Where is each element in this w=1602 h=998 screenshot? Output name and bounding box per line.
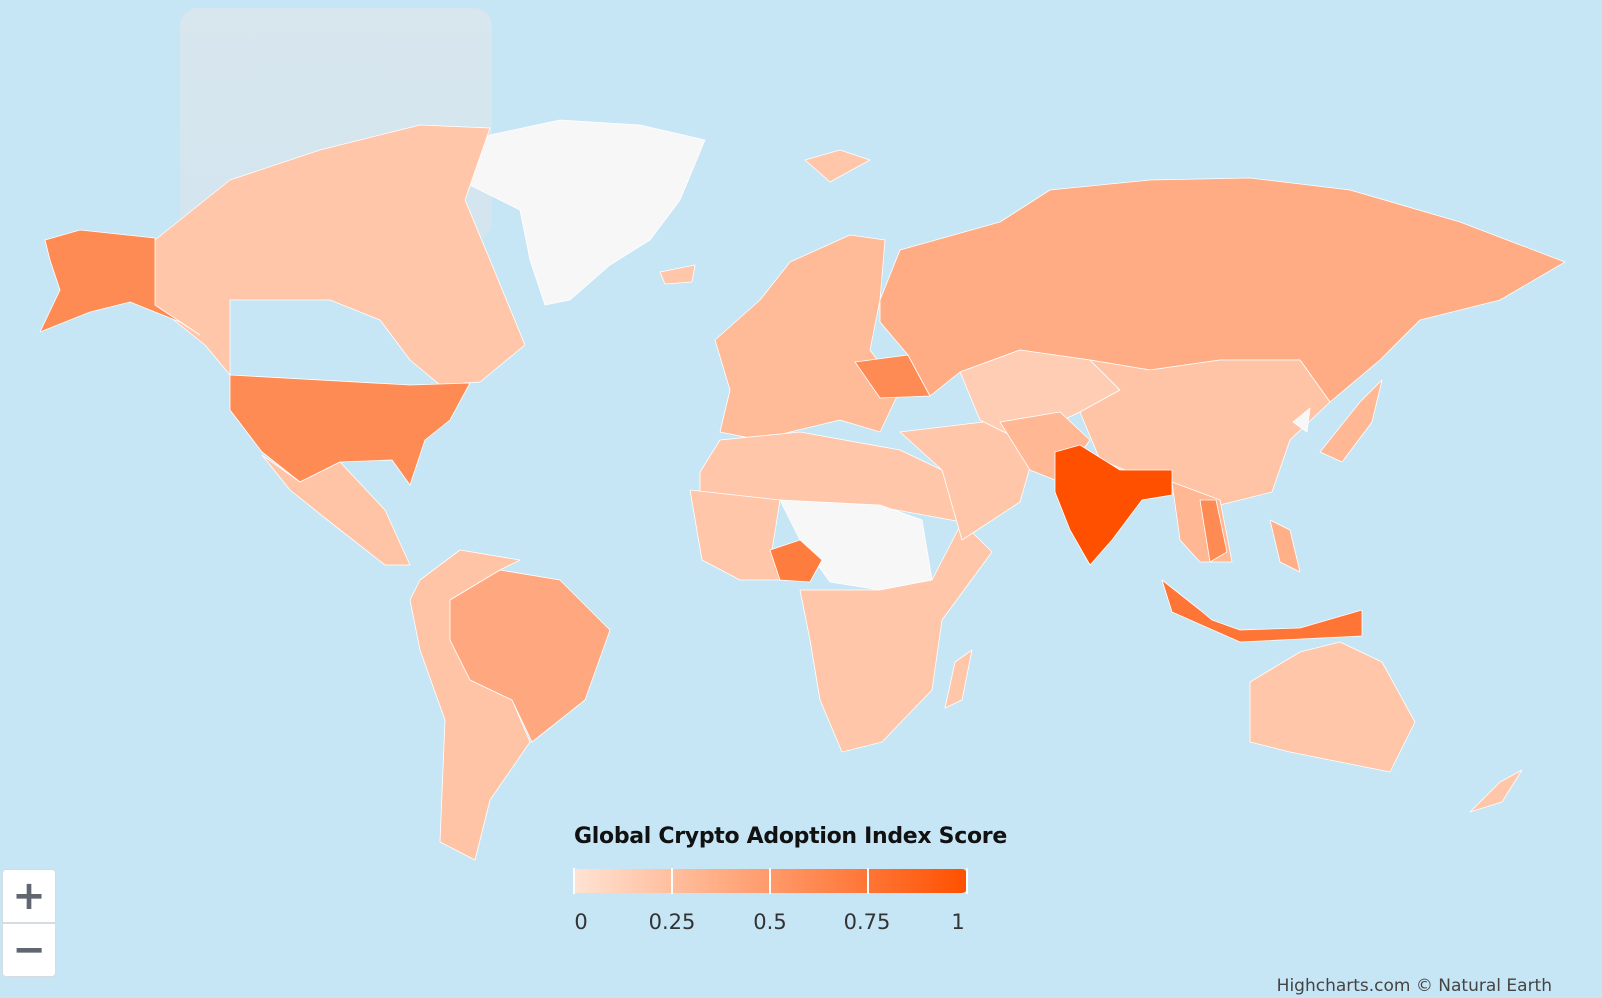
legend-tick — [867, 868, 869, 894]
region-sub-saharan-africa[interactable] — [799, 521, 993, 753]
legend-tick — [573, 868, 575, 894]
credits-link[interactable]: Highcharts.com © Natural Earth — [1276, 976, 1552, 996]
legend-label-0.75: 0.75 — [843, 910, 891, 934]
legend-tick — [671, 868, 673, 894]
region-russia[interactable] — [879, 177, 1566, 403]
region-brazil[interactable] — [449, 569, 611, 743]
region-arctic-islands[interactable] — [804, 149, 871, 183]
legend-tick — [769, 868, 771, 894]
region-vietnam[interactable] — [1199, 499, 1228, 563]
region-south-america[interactable] — [409, 549, 531, 861]
region-korea[interactable] — [1292, 407, 1311, 433]
region-indonesia[interactable] — [1161, 579, 1363, 643]
region-japan[interactable] — [1319, 379, 1383, 463]
region-west-africa[interactable] — [689, 489, 783, 581]
region-nigeria[interactable] — [769, 539, 823, 583]
region-alaska[interactable] — [39, 229, 201, 336]
plus-icon: + — [12, 873, 46, 919]
minus-icon: − — [12, 927, 46, 973]
legend-label-1: 1 — [951, 910, 965, 934]
region-australia[interactable] — [1249, 641, 1416, 773]
legend-label-0: 0 — [574, 910, 588, 934]
region-madagascar[interactable] — [944, 649, 973, 709]
legend-label-0.25: 0.25 — [648, 910, 696, 934]
legend-label-0.5: 0.5 — [753, 910, 787, 934]
region-mexico-central-america[interactable] — [261, 454, 411, 566]
region-iceland[interactable] — [659, 264, 696, 285]
legend-tick — [966, 868, 968, 894]
legend-title: Global Crypto Adoption Index Score — [574, 824, 1007, 849]
region-europe[interactable] — [714, 234, 901, 441]
region-india[interactable] — [1054, 444, 1173, 566]
region-new-zealand[interactable] — [1469, 769, 1523, 813]
region-philippines[interactable] — [1269, 519, 1301, 573]
region-usa[interactable] — [229, 374, 471, 486]
zoom-in-button[interactable]: + — [2, 869, 56, 923]
region-greenland[interactable] — [449, 119, 706, 306]
zoom-out-button[interactable]: − — [2, 923, 56, 977]
